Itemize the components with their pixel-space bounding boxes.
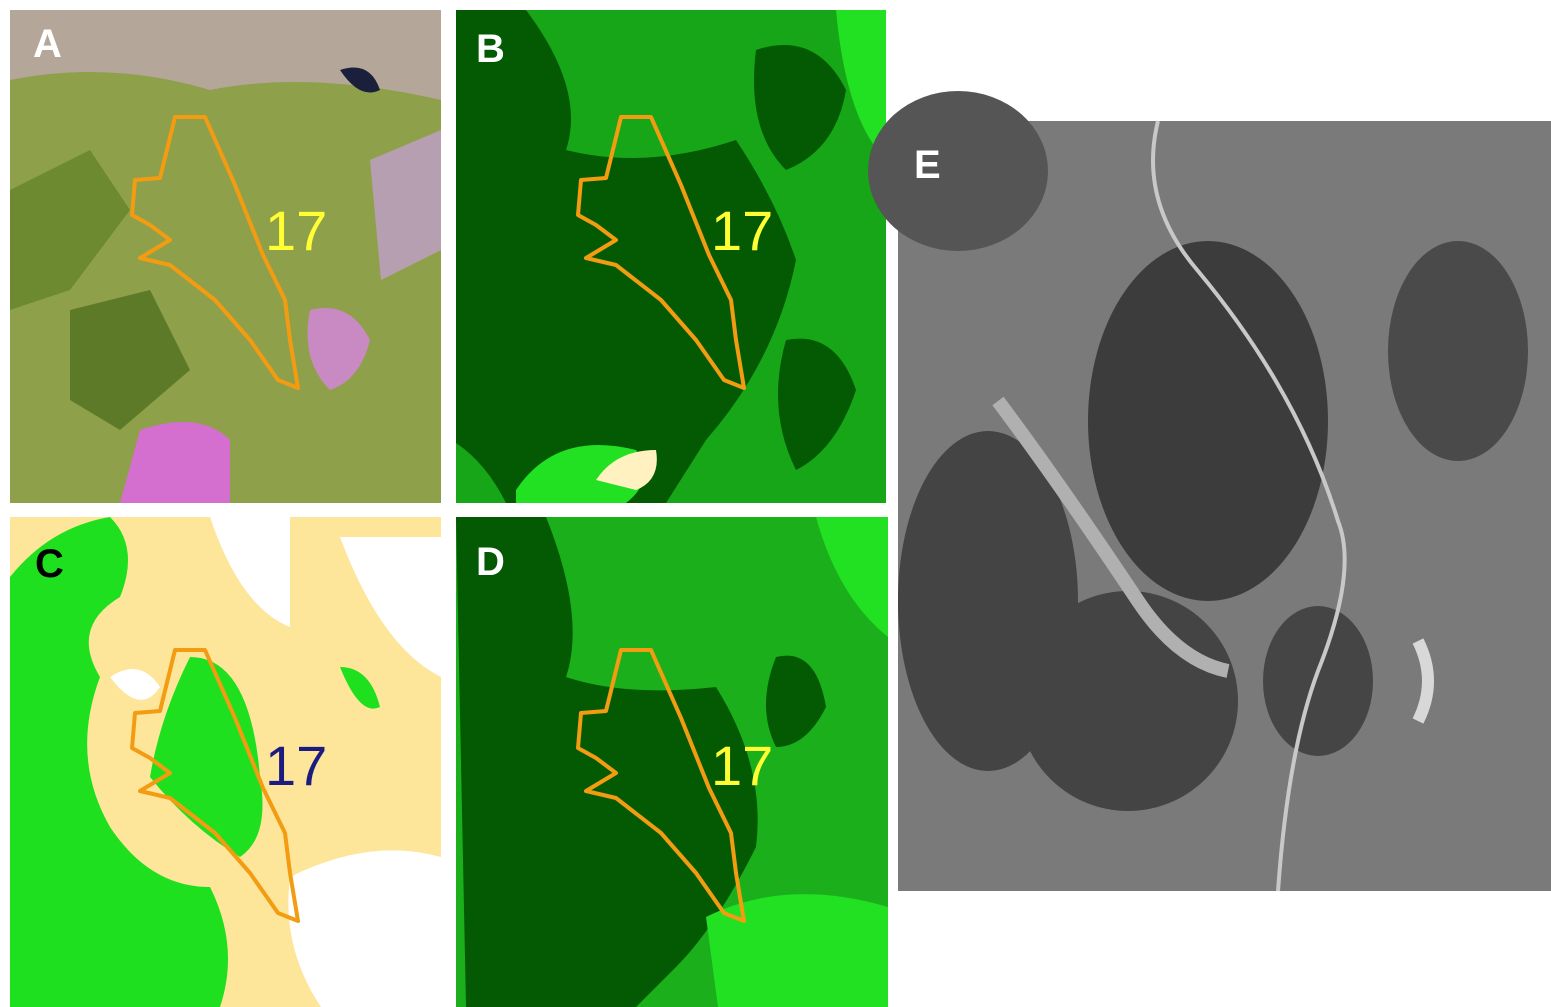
- panel-d: D 17: [456, 517, 888, 1007]
- region-number: 17: [711, 199, 773, 262]
- region-number: 17: [265, 199, 327, 262]
- panel-label: B: [476, 27, 505, 71]
- region-number: 17: [265, 734, 327, 797]
- figure: A 17 B 17 C 17 D 17: [0, 0, 1551, 1007]
- panel-b: B 17: [456, 10, 886, 503]
- panel-label: D: [476, 540, 505, 584]
- panel-label: C: [35, 542, 64, 586]
- region-number: 17: [711, 734, 773, 797]
- panel-e: E: [868, 91, 1551, 891]
- panel-c: C 17: [10, 517, 441, 1007]
- panel-label: A: [33, 22, 62, 66]
- panel-label: E: [914, 143, 941, 187]
- panel-a: A 17: [10, 10, 441, 503]
